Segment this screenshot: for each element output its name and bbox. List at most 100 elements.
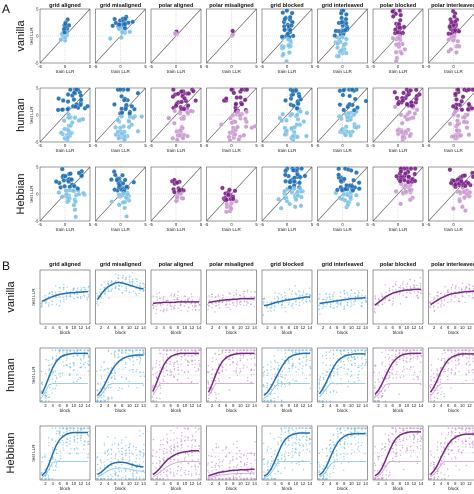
participant-dot [277,470,279,472]
participant-dot [430,364,432,366]
participant-dot [181,432,183,434]
participant-dot [152,307,155,309]
participant-dot [342,360,345,363]
data-point [283,168,288,174]
data-point [455,87,461,92]
participant-dot [152,449,154,451]
participant-dot [436,291,439,294]
participant-dot [132,476,135,478]
participant-dot [156,478,158,480]
participant-dot [177,449,179,451]
data-point [78,97,84,103]
participant-dot [97,469,99,471]
participant-dot [48,304,50,306]
participant-dot [267,478,269,480]
participant-dot [387,386,390,388]
participant-dot [254,353,256,356]
participant-dot [194,306,196,308]
data-point [397,24,402,30]
participant-dot [163,471,165,474]
x-tick-label: 12 [190,481,195,486]
participant-dot [55,285,57,287]
participant-dot [291,444,294,446]
participant-dot [211,306,213,309]
participant-dot [403,355,405,357]
participant-dot [80,435,83,437]
participant-dot [180,440,183,443]
data-point [412,111,418,116]
participant-dot [266,386,268,389]
mean-curve [374,352,421,395]
participant-dot [291,304,293,307]
participant-dot [156,293,158,295]
participant-dot [254,364,256,367]
participant-dot [374,385,376,387]
participant-dot [65,427,67,429]
participant-dot [295,349,297,351]
participant-dot [273,355,275,357]
participant-dot [358,379,360,382]
data-point [284,118,289,123]
participant-dot [263,301,265,303]
participant-dot [129,470,131,473]
participant-dot [100,297,103,299]
participant-dot [110,461,112,463]
participant-dot [437,302,439,304]
participant-dot [128,276,130,278]
data-point [233,101,239,107]
participant-dot [388,349,390,351]
data-point [289,23,294,28]
data-point [177,133,182,138]
participant-dot [332,298,334,300]
participant-dot [229,303,231,305]
data-point [396,36,402,41]
participant-dot [322,476,325,479]
data-point [235,109,241,115]
participant-dot [419,349,421,351]
participant-dot [284,295,287,297]
participant-dot [239,359,241,362]
participant-dot [280,385,283,387]
data-point [242,97,248,103]
participant-dot [391,368,393,370]
participant-dot [347,368,349,370]
participant-dot [181,447,183,449]
participant-dot [191,360,193,363]
participant-dot [340,378,342,380]
participant-dot [96,456,99,458]
x-tick-label: 12 [356,325,361,330]
participant-dot [433,310,435,313]
data-point [73,104,78,109]
data-point [244,109,249,115]
participant-dot [229,364,231,366]
participant-dot [273,438,275,440]
participant-dot [291,358,294,361]
data-point [65,92,71,97]
x-tick-label: 5 [422,143,425,148]
participant-dot [54,370,57,373]
participant-dot [457,359,459,362]
participant-dot [278,292,280,295]
participant-dot [190,448,193,451]
x-tick-label: -5 [371,64,375,69]
participant-dot [318,478,320,480]
participant-dot [187,355,189,357]
participant-dot [61,372,64,374]
participant-dot [80,349,82,351]
participant-dot [413,284,416,286]
participant-dot [76,374,78,376]
data-point [65,99,71,104]
participant-dot [139,349,141,351]
x-tick-label: 2 [211,325,214,330]
participant-dot [277,296,279,298]
participant-dot [357,376,359,379]
participant-dot [240,456,242,458]
participant-dot [181,435,183,437]
participant-dot [365,299,367,301]
participant-dot [301,294,303,296]
participant-dot [152,373,154,375]
participant-dot [238,476,241,478]
